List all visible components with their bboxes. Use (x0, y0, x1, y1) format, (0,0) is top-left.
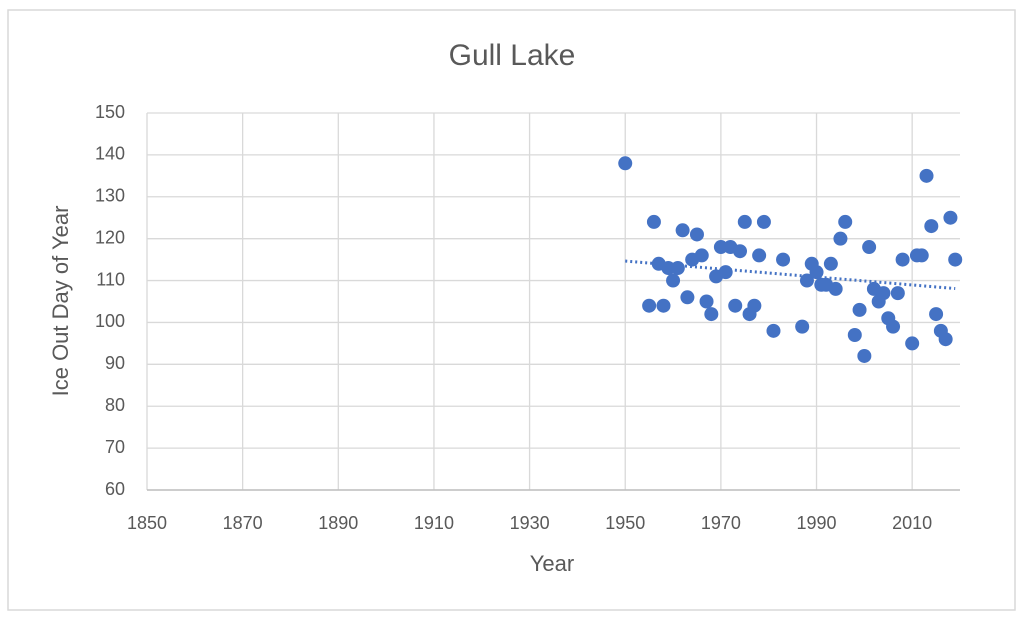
y-tick-label: 100 (95, 311, 125, 331)
x-tick-label: 2010 (892, 513, 932, 533)
point (823, 256, 838, 271)
point (929, 307, 944, 322)
point (670, 260, 685, 275)
point (756, 214, 771, 229)
x-tick-label: 1990 (797, 513, 837, 533)
point (799, 273, 814, 288)
point (752, 248, 767, 263)
point (838, 214, 853, 229)
point (828, 281, 843, 296)
point (914, 248, 929, 263)
point (847, 328, 862, 343)
point (776, 252, 791, 267)
point (857, 348, 872, 363)
y-tick-label: 130 (95, 186, 125, 206)
y-tick-label: 60 (105, 479, 125, 499)
point (895, 252, 910, 267)
point (656, 298, 671, 313)
point (852, 302, 867, 317)
point (680, 290, 695, 305)
point (890, 286, 905, 301)
x-tick-label: 1930 (510, 513, 550, 533)
point (747, 298, 762, 313)
chart-border (7, 9, 1016, 611)
point (862, 240, 877, 255)
point (699, 294, 714, 309)
point (733, 244, 748, 259)
x-tick-label: 1850 (127, 513, 167, 533)
x-axis-title: Year (530, 551, 574, 576)
point (642, 298, 657, 313)
point (943, 210, 958, 225)
x-tick-label: 1970 (701, 513, 741, 533)
point (938, 332, 953, 347)
point (661, 260, 676, 275)
point (689, 227, 704, 242)
y-tick-label: 90 (105, 353, 125, 373)
point (766, 323, 781, 338)
point (666, 273, 681, 288)
x-tick-label: 1890 (318, 513, 358, 533)
point (737, 214, 752, 229)
point (718, 265, 733, 280)
point (876, 286, 891, 301)
x-tick-label: 1950 (605, 513, 645, 533)
point (728, 298, 743, 313)
point (675, 223, 690, 238)
x-tick-label: 1870 (223, 513, 263, 533)
point (948, 252, 963, 267)
y-tick-label: 70 (105, 437, 125, 457)
y-tick-label: 80 (105, 395, 125, 415)
point (704, 307, 719, 322)
point (924, 219, 939, 234)
y-tick-label: 140 (95, 144, 125, 164)
point (919, 168, 934, 183)
point (833, 231, 848, 246)
chart-title: Gull Lake (449, 39, 576, 72)
y-tick-label: 110 (96, 269, 125, 289)
point (795, 319, 810, 334)
point (809, 265, 824, 280)
point (905, 336, 920, 351)
point (886, 319, 901, 334)
point (646, 214, 661, 229)
y-tick-label: 120 (95, 227, 125, 247)
point (713, 240, 728, 255)
point (694, 248, 709, 263)
y-tick-label: 150 (95, 102, 125, 122)
y-axis-title: Ice Out Day of Year (48, 206, 73, 397)
x-tick-label: 1910 (414, 513, 454, 533)
point (618, 156, 633, 171)
